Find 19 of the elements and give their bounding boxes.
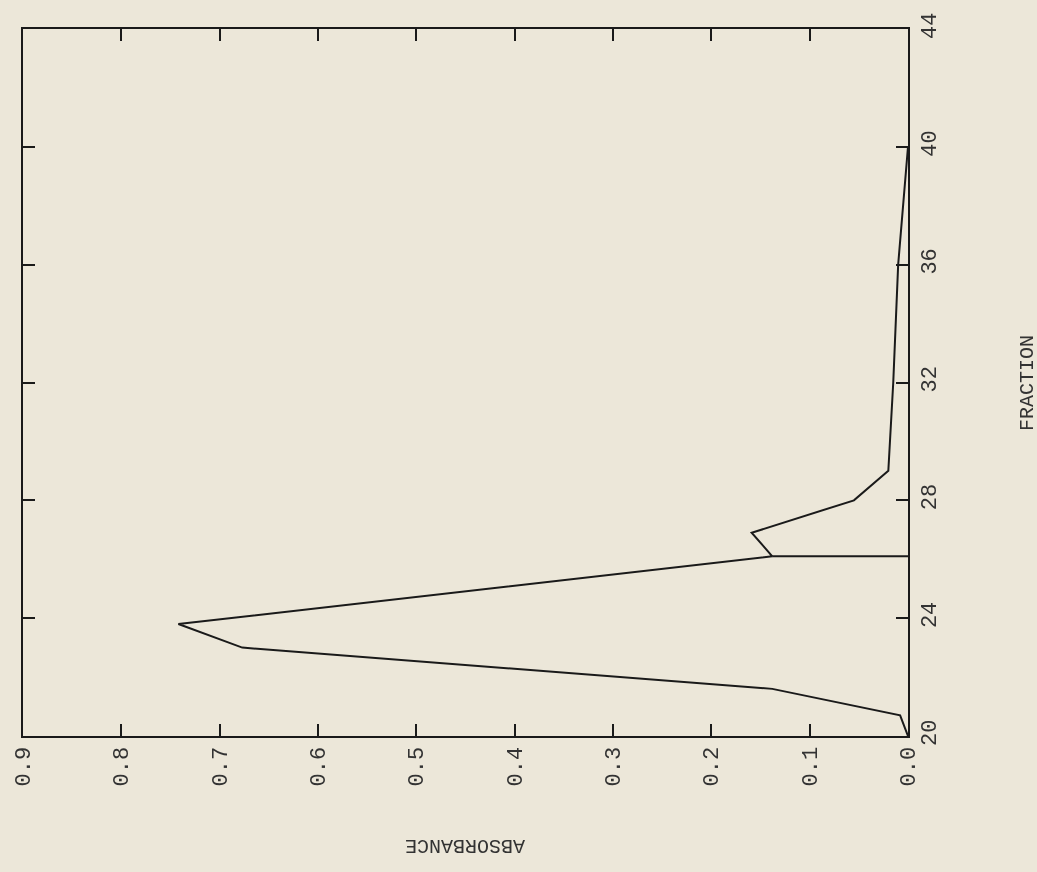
y-tick-label: 32	[918, 366, 944, 393]
x-tick-label: 0.0	[897, 746, 923, 787]
y-tick-label: 20	[918, 719, 944, 746]
x-tick-label: 0.6	[307, 746, 333, 787]
x-tick-label: 0.8	[110, 746, 136, 787]
x-tick-label: 0.5	[405, 746, 431, 787]
x-tick-label: 0.2	[700, 746, 726, 787]
y-axis-title: FRACTION	[1015, 334, 1037, 431]
x-tick-label: 0.3	[602, 746, 628, 787]
y-tick-label: 40	[918, 130, 944, 157]
y-tick-label: 24	[918, 601, 944, 629]
y-tick-label: 28	[918, 483, 944, 511]
y-tick-label: 36	[918, 248, 944, 275]
y-tick-label: 44	[918, 12, 944, 39]
x-axis-title: ABSORBANCE	[404, 834, 525, 858]
x-tick-label: 0.9	[12, 746, 38, 787]
x-tick-label: 0.1	[798, 746, 824, 787]
x-tick-label: 0.4	[503, 746, 529, 787]
x-tick-label: 0.7	[208, 746, 234, 787]
